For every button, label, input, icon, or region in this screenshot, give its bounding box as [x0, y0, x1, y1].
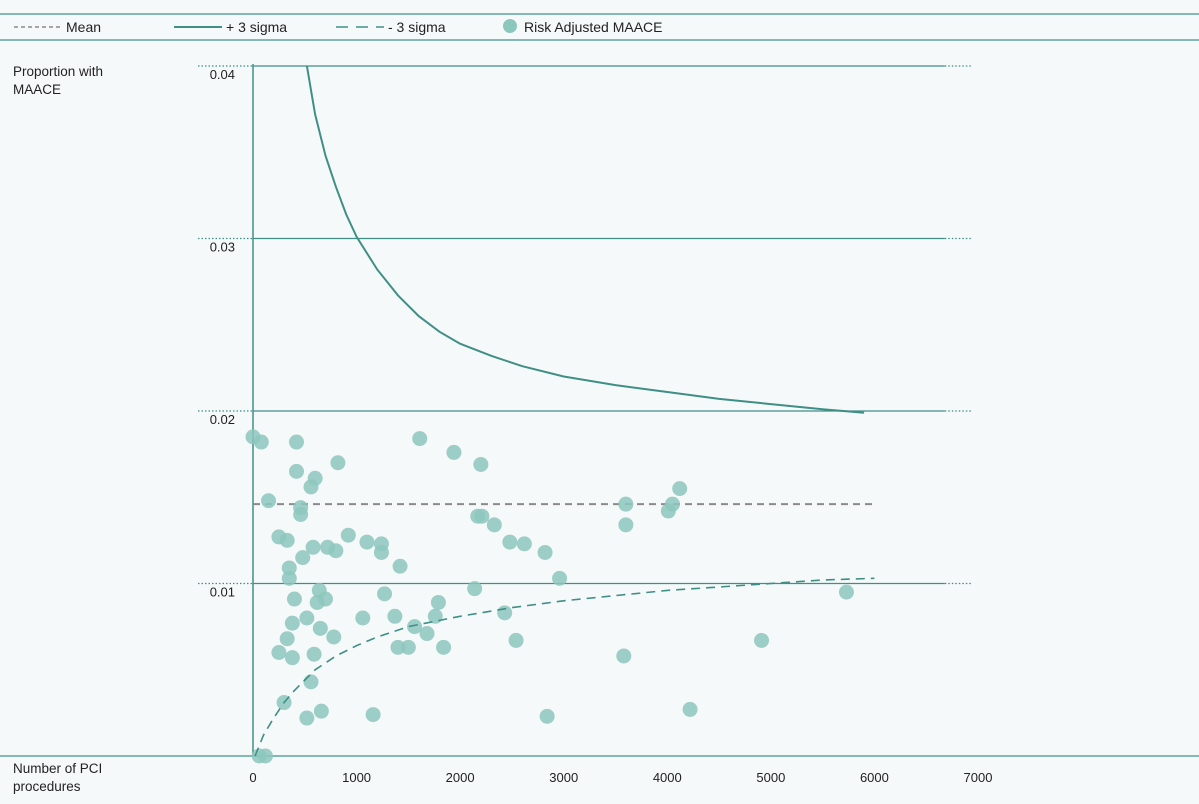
risk-adjusted-point [539, 708, 555, 724]
risk-adjusted-point [407, 619, 423, 635]
y-tick-labels: 0.01 0.02 0.03 0.04 [210, 67, 235, 600]
lower-3-sigma-line [254, 577, 875, 757]
risk-adjusted-point [299, 710, 315, 726]
risk-adjusted-point [516, 536, 532, 552]
risk-adjusted-point [289, 463, 304, 479]
scatter-points [245, 429, 854, 764]
risk-adjusted-point [446, 444, 462, 460]
risk-adjusted-point [281, 560, 297, 576]
risk-adjusted-point [279, 631, 295, 647]
x-tick-label: 0 [249, 770, 256, 785]
risk-adjusted-point [330, 455, 346, 471]
risk-adjusted-point [257, 748, 273, 764]
legend-upper-label: + 3 sigma [226, 19, 287, 35]
y-tick-label: 0.03 [210, 240, 235, 255]
risk-adjusted-point [253, 434, 269, 450]
risk-adjusted-point [390, 639, 406, 655]
risk-adjusted-point [340, 527, 356, 543]
x-tick-labels: 0 1000 2000 3000 4000 5000 6000 7000 [249, 770, 992, 785]
x-axis-title-line-1: Number of PCI [13, 761, 102, 776]
risk-adjusted-point [373, 544, 389, 560]
risk-adjusted-point [305, 539, 321, 555]
risk-adjusted-point [664, 496, 680, 512]
risk-adjusted-point [279, 532, 295, 548]
risk-adjusted-point [293, 507, 309, 522]
risk-adjusted-point [306, 646, 322, 662]
axes [0, 64, 1199, 757]
legend-marker-swatch [503, 19, 517, 33]
risk-adjusted-point [419, 626, 435, 642]
risk-adjusted-point [486, 517, 502, 533]
risk-adjusted-point [436, 639, 452, 655]
risk-adjusted-point [387, 608, 403, 624]
risk-adjusted-point [497, 605, 513, 621]
risk-adjusted-point [289, 434, 304, 450]
risk-adjusted-point [284, 650, 300, 666]
risk-adjusted-point [312, 620, 328, 636]
risk-adjusted-point [284, 615, 300, 631]
risk-adjusted-point [271, 645, 287, 660]
legend-mean-label: Mean [66, 19, 101, 35]
risk-adjusted-point [261, 493, 277, 509]
risk-adjusted-point [508, 632, 524, 648]
risk-adjusted-point [537, 544, 553, 560]
risk-adjusted-point [286, 591, 302, 607]
risk-adjusted-point [400, 639, 416, 655]
y-axis-title-line-2: MAACE [13, 82, 61, 97]
risk-adjusted-point [552, 570, 568, 586]
x-tick-label: 6000 [860, 770, 889, 785]
risk-adjusted-point [467, 581, 483, 597]
risk-adjusted-point [474, 508, 490, 524]
risk-adjusted-point [295, 550, 311, 566]
risk-adjusted-point [326, 629, 342, 645]
x-tick-label: 3000 [549, 770, 578, 785]
risk-adjusted-point [359, 534, 375, 550]
legend: Mean + 3 sigma - 3 sigma Risk Adjusted M… [0, 13, 1199, 41]
x-tick-label: 1000 [342, 770, 371, 785]
y-tick-label: 0.01 [210, 585, 235, 600]
risk-adjusted-point [682, 701, 698, 717]
risk-adjusted-point [473, 456, 489, 472]
risk-adjusted-point [618, 517, 634, 533]
x-tick-label: 7000 [964, 770, 993, 785]
y-axis-title: Proportion with MAACE [13, 64, 107, 97]
risk-adjusted-point [616, 648, 632, 664]
legend-lower-label: - 3 sigma [388, 19, 446, 35]
x-axis-title: Number of PCI procedures [13, 761, 106, 794]
x-tick-label: 2000 [446, 770, 475, 785]
risk-adjusted-point [309, 594, 325, 610]
risk-adjusted-point [328, 543, 344, 559]
x-tick-label: 5000 [756, 770, 785, 785]
risk-adjusted-point [281, 570, 297, 586]
risk-adjusted-point [303, 674, 319, 690]
risk-adjusted-point [365, 707, 381, 723]
risk-adjusted-point [392, 558, 408, 574]
risk-adjusted-point [502, 534, 518, 550]
risk-adjusted-point [377, 586, 393, 602]
y-tick-label: 0.04 [210, 67, 235, 82]
risk-adjusted-point [299, 610, 315, 626]
legend-marker-label: Risk Adjusted MAACE [524, 19, 663, 35]
control-limits [254, 65, 875, 757]
risk-adjusted-point [838, 584, 854, 600]
x-axis-title-line-2: procedures [13, 779, 81, 794]
risk-adjusted-point [412, 431, 428, 447]
risk-adjusted-point [355, 610, 371, 626]
risk-adjusted-point [672, 481, 688, 497]
grid-lines [198, 65, 973, 585]
risk-adjusted-point [430, 594, 446, 610]
y-tick-label: 0.02 [210, 412, 235, 427]
upper-3-sigma-line [305, 65, 865, 414]
risk-adjusted-point [303, 479, 319, 495]
risk-adjusted-point [754, 632, 770, 648]
risk-adjusted-point [313, 703, 329, 719]
y-axis-title-line-1: Proportion with [13, 64, 103, 79]
risk-adjusted-point [618, 496, 634, 512]
x-tick-label: 4000 [653, 770, 682, 785]
